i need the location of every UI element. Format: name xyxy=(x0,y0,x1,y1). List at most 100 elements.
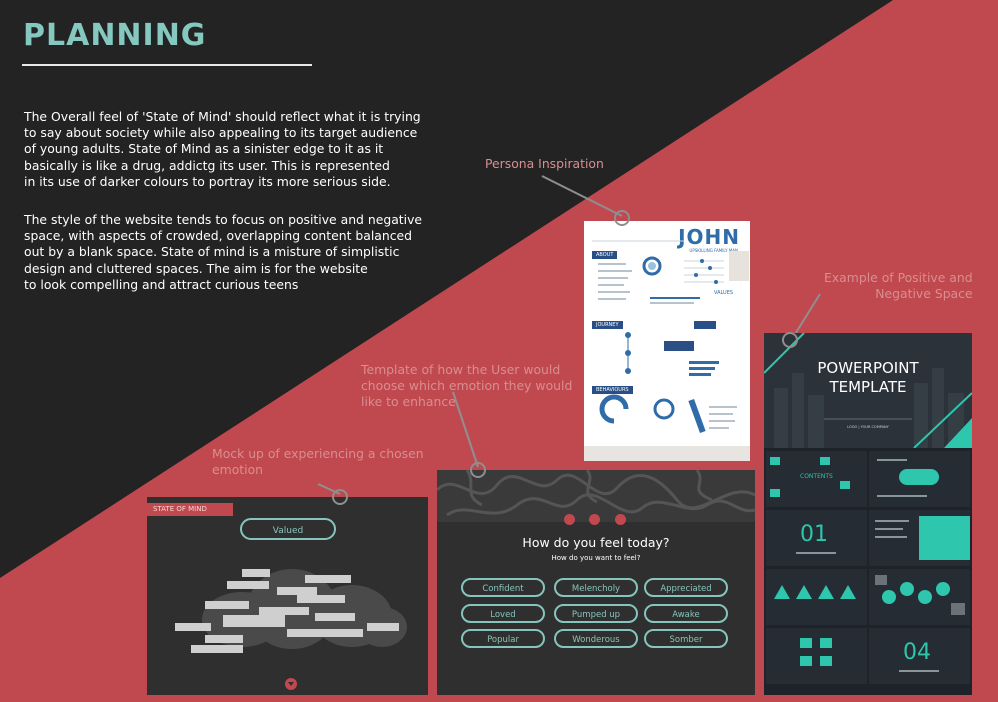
emotion-option-confident[interactable]: Confident xyxy=(461,578,545,597)
ppt-slide-section-01: 01 xyxy=(766,510,867,566)
style-line: to look compelling and attract curious t… xyxy=(24,276,299,292)
feel-today-question: How do you feel today? xyxy=(522,535,670,550)
emotion-option-appreciated[interactable]: Appreciated xyxy=(644,578,728,597)
template-annotation: Template of how the User would choose wh… xyxy=(361,362,572,410)
text-line xyxy=(875,536,907,538)
ppt-contents-label: CONTENTS xyxy=(800,473,833,480)
annotation-line: Example of Positive and xyxy=(824,270,973,285)
teal-block xyxy=(820,638,832,648)
emotion-template: How do you feel today? How do you want t… xyxy=(437,470,755,695)
style-line: The style of the website tends to focus … xyxy=(24,212,423,227)
callout-pin xyxy=(470,462,486,478)
ppt-section-number: 04 xyxy=(903,640,931,665)
persona-section-about: ABOUT xyxy=(592,251,618,259)
emotion-option-loved[interactable]: Loved xyxy=(461,604,545,623)
triangle-graphic xyxy=(774,585,856,599)
persona-annotation: Persona Inspiration xyxy=(485,156,604,171)
emotion-option-wonderous[interactable]: Wonderous xyxy=(554,629,638,648)
teal-block xyxy=(800,638,812,648)
callout-pin xyxy=(782,332,798,348)
text-snippet xyxy=(367,623,399,631)
teal-block xyxy=(770,489,780,497)
ppt-slide-section-04: 04 xyxy=(869,628,970,684)
style-paragraph: The style of the website tends to focus … xyxy=(24,212,424,293)
text-line xyxy=(875,528,903,530)
title-underline xyxy=(22,64,312,66)
progress-dot[interactable] xyxy=(589,514,600,525)
style-line: space, with aspects of crowded, overlapp… xyxy=(24,228,413,244)
intro-line: of young adults. State of Mind as a sini… xyxy=(24,141,384,157)
persona-section-behaviours: BEHAVIOURS xyxy=(592,386,633,394)
ppt-title-line: TEMPLATE xyxy=(829,378,907,396)
scroll-down-icon[interactable] xyxy=(285,678,297,690)
hexagon-graphic xyxy=(875,575,965,615)
text-snippet xyxy=(315,613,355,621)
text-snippet xyxy=(297,595,345,603)
want-to-feel-question: How do you want to feel? xyxy=(551,554,641,562)
teal-block xyxy=(820,656,832,666)
text-line xyxy=(899,670,939,672)
text-snippet xyxy=(205,635,243,643)
annotation-line: emotion xyxy=(212,462,264,477)
callout-pin xyxy=(332,489,348,505)
selected-emotion-button[interactable]: Valued xyxy=(240,518,336,540)
text-snippet xyxy=(259,607,309,615)
text-line xyxy=(796,552,836,554)
text-snippet xyxy=(191,645,243,653)
positive-negative-annotation: Example of Positive and Negative Space xyxy=(824,270,973,302)
page-title: PLANNING xyxy=(23,18,207,53)
text-snippet xyxy=(227,581,269,589)
emotion-option-melencholy[interactable]: Melencholy xyxy=(554,578,638,597)
handshake-graphic xyxy=(899,469,939,485)
emotion-option-awake[interactable]: Awake xyxy=(644,604,728,623)
ppt-slide-contents: CONTENTS xyxy=(766,451,867,507)
text-snippet xyxy=(277,587,317,595)
ppt-slide-content xyxy=(869,510,970,566)
text-snippet xyxy=(315,629,363,637)
style-line: out by a blank space. State of mind is a… xyxy=(24,244,400,260)
ppt-slide-hexagons xyxy=(869,569,970,625)
ppt-slide-handshake xyxy=(869,451,970,507)
annotation-line: Mock up of experiencing a chosen xyxy=(212,446,424,461)
teal-block xyxy=(820,457,830,465)
mockup-brand-label: STATE OF MIND xyxy=(147,503,233,516)
persona-section-journey: JOURNEY xyxy=(592,321,623,329)
ppt-title: POWERPOINT TEMPLATE xyxy=(764,359,972,397)
annotation-line: Template of how the User would xyxy=(361,362,561,377)
text-line xyxy=(877,495,927,497)
ppt-slide-triangles xyxy=(766,569,867,625)
text-snippet xyxy=(287,629,331,637)
text-snippet xyxy=(175,623,211,631)
text-line xyxy=(877,459,907,461)
ppt-section-number: 01 xyxy=(800,522,828,547)
intro-line: in its use of darker colours to portray … xyxy=(24,173,391,189)
text-snippet xyxy=(223,615,285,627)
text-snippet xyxy=(205,601,249,609)
progress-dot[interactable] xyxy=(564,514,575,525)
annotation-line: choose which emotion they would xyxy=(361,378,573,393)
mockup-annotation: Mock up of experiencing a chosen emotion xyxy=(212,446,424,478)
annotation-line: like to enhance xyxy=(361,394,456,409)
intro-line: to say about society while also appealin… xyxy=(24,125,418,141)
teal-block xyxy=(840,481,850,489)
text-line xyxy=(875,520,909,522)
intro-paragraph: The Overall feel of 'State of Mind' shou… xyxy=(24,109,424,190)
intro-line: basically is like a drug, addictg its us… xyxy=(24,157,390,173)
ppt-cover-graphic xyxy=(764,333,972,448)
ppt-title-line: POWERPOINT xyxy=(817,359,919,377)
svg-text:VALUES: VALUES xyxy=(714,290,733,296)
ppt-subtitle: LOGO | YOUR COMPANY xyxy=(847,425,889,429)
progress-dot[interactable] xyxy=(615,514,626,525)
emotion-option-pumped-up[interactable]: Pumped up xyxy=(554,604,638,623)
annotation-line: Negative Space xyxy=(875,286,973,301)
persona-name: JOHN xyxy=(678,225,740,249)
teal-block xyxy=(800,656,812,666)
style-line: design and cluttered spaces. The aim is … xyxy=(24,260,368,276)
text-snippet xyxy=(305,575,351,583)
powerpoint-template-image: POWERPOINT TEMPLATE LOGO | YOUR COMPANY … xyxy=(764,333,972,695)
emotion-option-popular[interactable]: Popular xyxy=(461,629,545,648)
teal-block xyxy=(919,516,970,560)
emotion-mockup: STATE OF MIND Valued xyxy=(147,497,428,695)
persona-subtitle: UPSKILLING FAMILY MAN xyxy=(689,248,738,253)
emotion-option-somber[interactable]: Somber xyxy=(644,629,728,648)
